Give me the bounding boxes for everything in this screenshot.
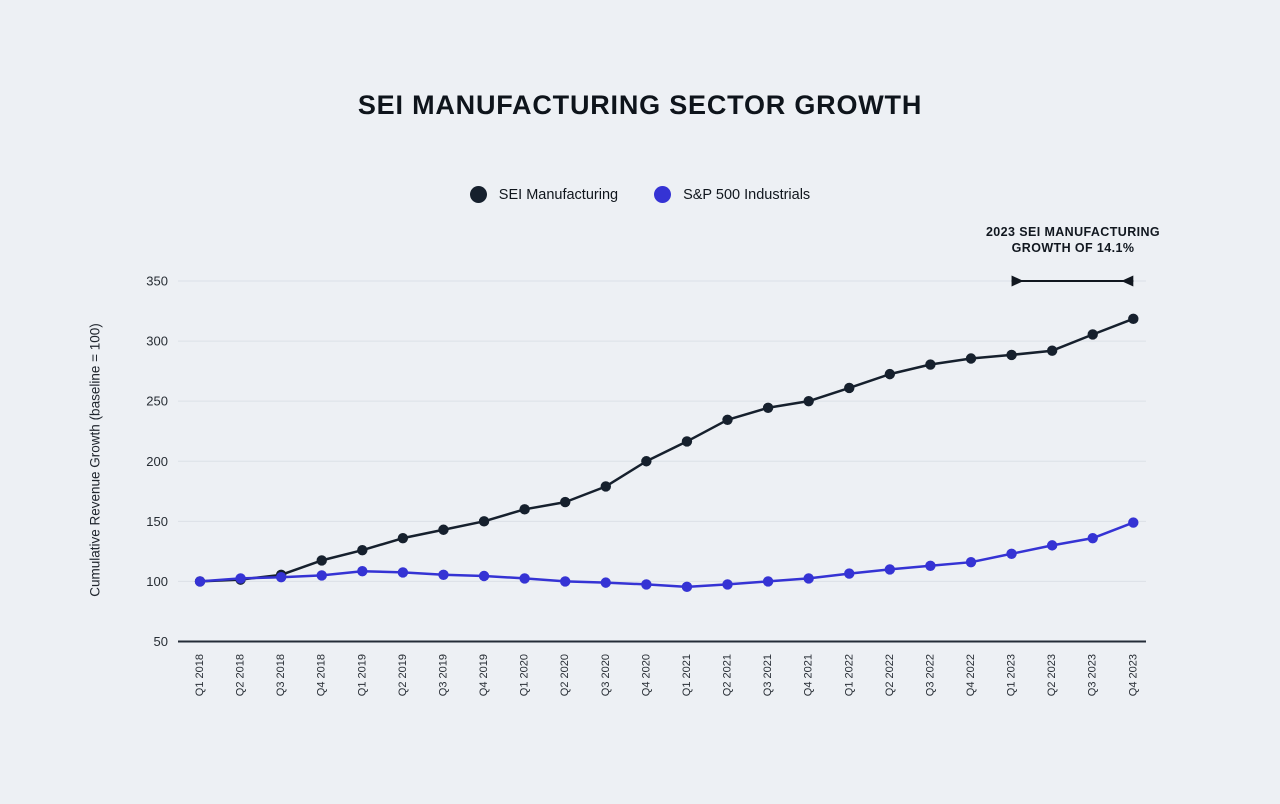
x-tick-label: Q3 2023 xyxy=(1087,654,1099,696)
x-tick-label: Q1 2020 xyxy=(519,654,531,696)
data-point-s-p-500-industrials xyxy=(560,576,571,587)
data-point-s-p-500-industrials xyxy=(519,573,530,584)
data-point-sei-manufacturing xyxy=(965,353,977,364)
annotation-line-2: GROWTH OF 14.1% xyxy=(1011,241,1135,255)
legend-item-sei-manufacturing: SEI Manufacturing xyxy=(469,186,619,203)
x-tick-label: Q1 2022 xyxy=(843,654,855,696)
series-line-s-p-500-industrials xyxy=(199,521,1134,589)
x-tick-label: Q2 2022 xyxy=(884,654,896,696)
data-point-s-p-500-industrials xyxy=(884,564,896,575)
data-point-s-p-500-industrials xyxy=(681,581,693,593)
y-tick-label: 100 xyxy=(146,574,168,589)
x-tick-label: Q4 2020 xyxy=(640,654,652,696)
data-point-sei-manufacturing xyxy=(844,382,855,394)
data-point-sei-manufacturing xyxy=(478,516,490,527)
data-point-s-p-500-industrials xyxy=(1128,517,1139,528)
x-tick-label: Q2 2019 xyxy=(397,654,409,696)
x-tick-label: Q1 2021 xyxy=(681,654,693,696)
data-point-s-p-500-industrials xyxy=(965,556,977,568)
data-point-s-p-500-industrials xyxy=(762,576,774,587)
x-tick-label: Q1 2019 xyxy=(356,654,368,696)
data-point-sei-manufacturing xyxy=(1128,313,1139,325)
data-point-sei-manufacturing xyxy=(357,544,368,556)
x-tick-label: Q4 2018 xyxy=(316,654,328,696)
annotation-growth-callout: 2023 SEI MANUFACTURING GROWTH OF 14.1% xyxy=(953,224,1193,256)
annotation-arrow-left xyxy=(1011,275,1024,287)
x-tick-label: Q4 2023 xyxy=(1127,654,1139,696)
data-point-s-p-500-industrials xyxy=(235,573,246,584)
data-point-s-p-500-industrials xyxy=(722,579,733,590)
data-point-s-p-500-industrials xyxy=(641,579,652,590)
x-tick-label: Q4 2019 xyxy=(478,654,490,696)
x-tick-label: Q3 2019 xyxy=(437,654,449,696)
y-tick-label: 150 xyxy=(146,514,168,529)
legend-swatch-sp500-industrials xyxy=(654,186,672,203)
data-point-s-p-500-industrials xyxy=(1006,548,1017,559)
series-line-sei-manufacturing xyxy=(199,317,1134,583)
annotation-line-1: 2023 SEI MANUFACTURING xyxy=(985,225,1161,239)
x-tick-label: Q4 2021 xyxy=(803,654,815,696)
data-point-sei-manufacturing xyxy=(397,532,409,544)
x-tick-label: Q3 2018 xyxy=(275,654,287,696)
data-point-sei-manufacturing xyxy=(519,504,530,515)
y-tick-label: 50 xyxy=(154,634,168,649)
data-point-s-p-500-industrials xyxy=(194,576,206,587)
data-point-sei-manufacturing xyxy=(1046,345,1058,356)
data-point-s-p-500-industrials xyxy=(316,570,327,581)
data-point-s-p-500-industrials xyxy=(275,572,287,583)
data-point-sei-manufacturing xyxy=(1087,329,1098,340)
data-point-sei-manufacturing xyxy=(722,414,733,425)
data-point-sei-manufacturing xyxy=(925,359,936,370)
legend-swatch-sei-manufacturing xyxy=(469,186,487,203)
data-point-s-p-500-industrials xyxy=(844,568,855,579)
x-tick-label: Q4 2022 xyxy=(965,654,977,696)
x-tick-label: Q1 2018 xyxy=(194,654,206,696)
data-point-sei-manufacturing xyxy=(762,402,774,413)
x-tick-label: Q2 2021 xyxy=(722,654,734,696)
data-point-sei-manufacturing xyxy=(316,555,327,566)
data-point-s-p-500-industrials xyxy=(600,577,611,588)
data-point-s-p-500-industrials xyxy=(925,560,936,571)
y-axis-title: Cumulative Revenue Growth (baseline = 10… xyxy=(88,323,103,597)
data-point-s-p-500-industrials xyxy=(357,566,368,577)
data-point-sei-manufacturing xyxy=(1006,349,1017,361)
y-tick-label: 350 xyxy=(146,274,168,289)
data-point-sei-manufacturing xyxy=(560,496,571,508)
chart-title: SEI MANUFACTURING SECTOR GROWTH xyxy=(357,90,923,120)
data-point-sei-manufacturing xyxy=(600,481,611,492)
data-point-s-p-500-industrials xyxy=(478,570,490,582)
y-tick-label: 250 xyxy=(146,394,168,409)
legend-item-sp500-industrials: S&P 500 Industrials xyxy=(654,186,810,203)
y-tick-label: 300 xyxy=(146,334,168,349)
x-tick-label: Q2 2020 xyxy=(559,654,571,696)
data-point-s-p-500-industrials xyxy=(438,569,449,581)
x-tick-label: Q3 2022 xyxy=(924,654,936,696)
x-tick-label: Q1 2023 xyxy=(1006,654,1018,696)
legend-label: SEI Manufacturing xyxy=(498,186,619,203)
legend: SEI Manufacturing S&P 500 Industrials xyxy=(0,186,1280,203)
data-point-s-p-500-industrials xyxy=(397,567,409,578)
x-tick-label: Q2 2018 xyxy=(235,654,247,696)
annotation-arrow-right xyxy=(1121,275,1134,287)
x-tick-label: Q3 2020 xyxy=(600,654,612,696)
data-point-s-p-500-industrials xyxy=(1087,532,1098,544)
legend-label: S&P 500 Industrials xyxy=(683,186,811,203)
data-point-sei-manufacturing xyxy=(438,524,449,535)
data-point-sei-manufacturing xyxy=(803,395,814,407)
data-point-s-p-500-industrials xyxy=(1046,540,1058,551)
y-tick-label: 200 xyxy=(146,454,168,469)
data-point-sei-manufacturing xyxy=(884,368,896,380)
data-point-s-p-500-industrials xyxy=(803,573,814,584)
data-point-sei-manufacturing xyxy=(641,456,652,467)
data-point-sei-manufacturing xyxy=(681,436,693,447)
x-tick-label: Q3 2021 xyxy=(762,654,774,696)
x-tick-label: Q2 2023 xyxy=(1046,654,1058,696)
